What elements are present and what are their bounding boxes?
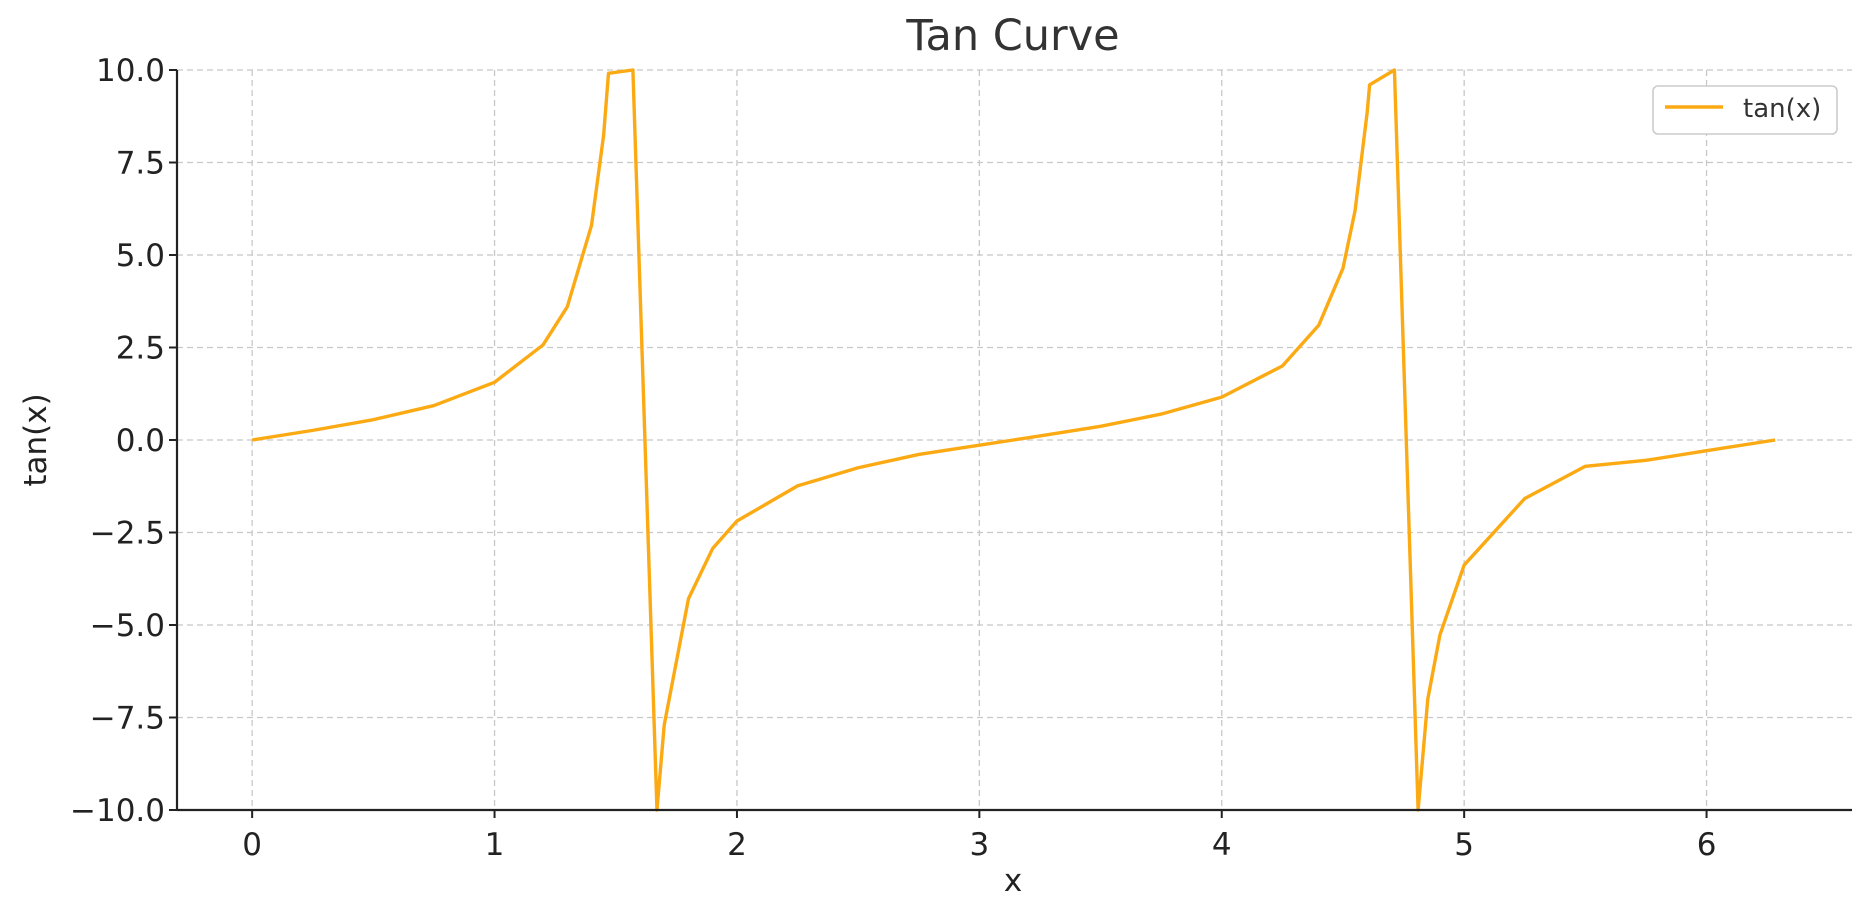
legend-box xyxy=(1652,85,1838,135)
y-tick-label: −10.0 xyxy=(70,793,165,829)
y-tick-label: 7.5 xyxy=(116,146,165,182)
x-tick-label: 6 xyxy=(1697,827,1717,863)
y-tick-label: −5.0 xyxy=(90,608,165,644)
y-tick-label: 10.0 xyxy=(96,53,165,89)
y-tick-label: 5.0 xyxy=(116,238,165,274)
x-tick-label: 4 xyxy=(1212,827,1232,863)
series-line-tan-x xyxy=(251,68,1776,812)
x-axis-label: x xyxy=(1004,863,1022,899)
x-tick-label: 0 xyxy=(242,827,262,863)
legend: tan(x) xyxy=(1652,85,1838,135)
y-tick-label: −7.5 xyxy=(90,701,165,737)
grid xyxy=(177,69,1852,811)
plot-area xyxy=(251,68,1776,812)
x-tick-label: 1 xyxy=(485,827,505,863)
x-tick-label: 3 xyxy=(969,827,989,863)
x-tick-label: 2 xyxy=(727,827,747,863)
y-tick-label: 0.0 xyxy=(116,423,165,459)
chart-title: Tan Curve xyxy=(905,11,1119,61)
axis-ticks: 0 1 2 3 4 5 6 10.0 7.5 5.0 2.5 0.0 −2.5 −5.0 −7.5 −10.0 xyxy=(70,53,1716,863)
y-tick-label: 2.5 xyxy=(116,331,165,367)
x-tick-label: 5 xyxy=(1454,827,1474,863)
y-axis-label: tan(x) xyxy=(18,393,54,486)
y-tick-label: −2.5 xyxy=(90,516,165,552)
legend-label: tan(x) xyxy=(1743,94,1821,124)
